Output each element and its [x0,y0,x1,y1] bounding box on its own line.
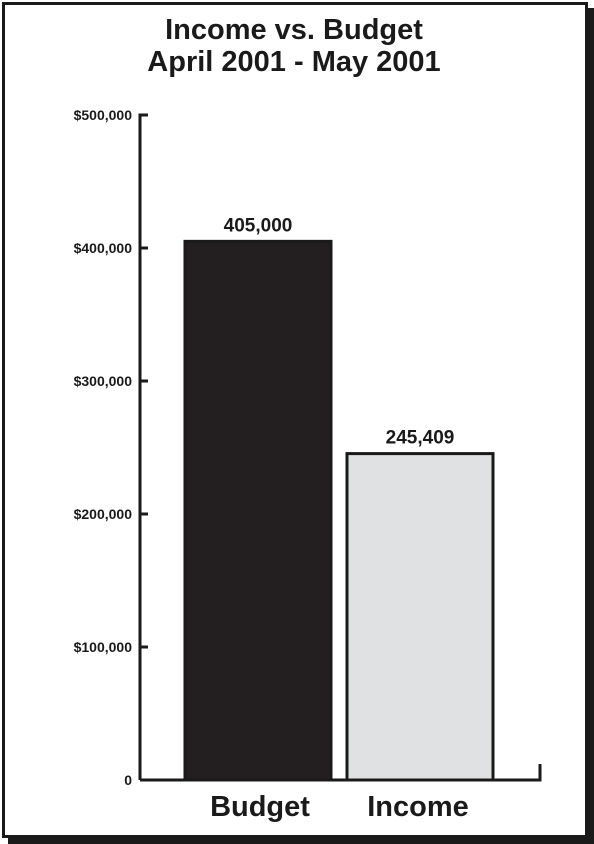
x-tick-label: Income [367,791,469,823]
chart-subtitle: April 2001 - May 2001 [147,46,441,78]
y-tick-label: $300,000 [74,373,133,389]
bar-budget [183,239,333,782]
y-tick-label: $400,000 [74,240,133,256]
data-label: 405,000 [224,215,293,236]
data-label: 245,409 [386,428,455,449]
bar-income [345,452,495,782]
y-tick-label: $200,000 [74,506,133,522]
y-axis-ticks: 0 $100,000 $200,000 $300,000 $400,000 $500,00… [74,107,148,788]
chart-title: Income vs. Budget [165,14,423,46]
y-tick-label: $100,000 [74,639,133,655]
chart-title-block: Income vs. Budget April 2001 - May 2001 [0,14,588,78]
x-tick-label: Budget [210,791,310,823]
y-tick-label: 0 [124,772,132,788]
bars-group: 405,000 Budget 245,409 Income [183,215,495,823]
y-tick-label: $500,000 [74,107,133,123]
